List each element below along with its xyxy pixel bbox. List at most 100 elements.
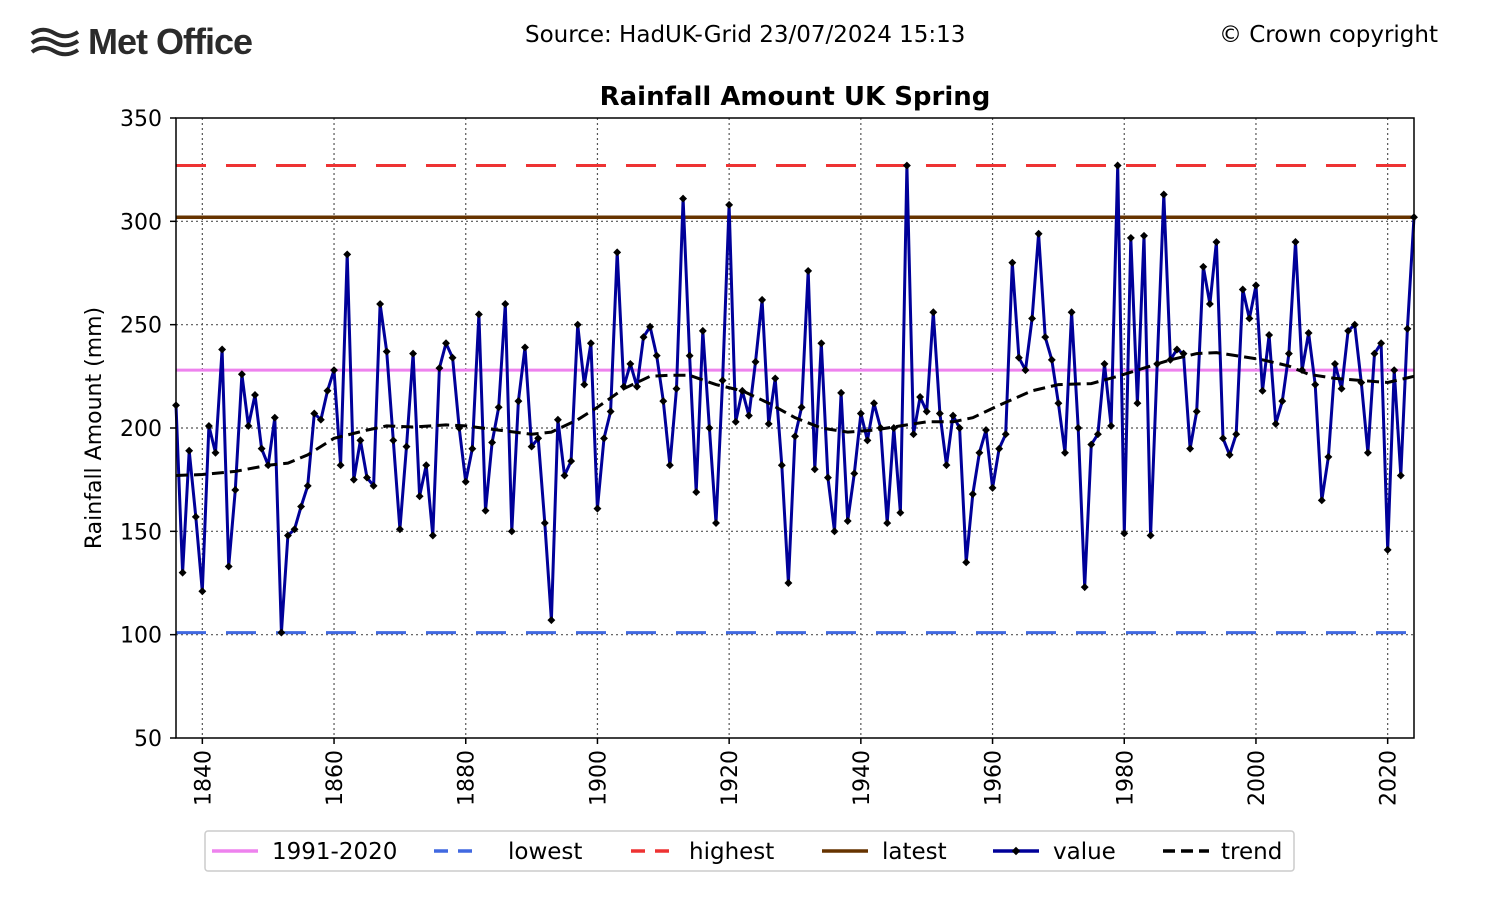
value-point-2012 <box>1331 359 1339 368</box>
value-point-1902 <box>606 407 615 416</box>
value-point-1860 <box>330 366 338 375</box>
value-point-1919 <box>718 376 727 385</box>
value-point-1983 <box>1140 231 1148 240</box>
series-layer <box>172 161 1418 637</box>
value-point-1938 <box>843 517 852 525</box>
y-tick-label: 250 <box>120 314 162 339</box>
value-point-1959 <box>982 426 990 435</box>
value-point-1855 <box>297 502 306 511</box>
value-point-1958 <box>975 448 984 457</box>
value-point-1845 <box>231 486 240 494</box>
legend-marker-value <box>1011 846 1021 856</box>
value-point-2002 <box>1265 331 1274 339</box>
axes: 50 100 150 200 250 300 350 1840 1860 1880 1900 1920… <box>120 107 1402 806</box>
value-point-1861 <box>336 461 345 470</box>
x-tick-label: 1920 <box>718 750 743 806</box>
reference-lines <box>176 164 1414 635</box>
value-point-2009 <box>1311 380 1320 389</box>
value-point-1899 <box>586 339 595 348</box>
value-point-2005 <box>1284 349 1293 358</box>
value-point-1878 <box>448 353 457 362</box>
value-point-1849 <box>257 444 266 453</box>
value-point-1843 <box>218 345 227 354</box>
value-point-1872 <box>409 349 418 358</box>
value-point-1944 <box>883 519 892 528</box>
value-point-1967 <box>1034 229 1043 238</box>
legend-label-latest: latest <box>882 839 947 865</box>
value-point-1952 <box>935 409 944 418</box>
value-point-2003 <box>1271 419 1280 428</box>
value-point-1934 <box>817 339 826 348</box>
value-point-1900 <box>593 504 602 513</box>
legend-label-highest: highest <box>689 839 774 865</box>
value-point-1877 <box>442 339 450 348</box>
value-point-1987 <box>1166 355 1175 364</box>
value-point-1961 <box>995 444 1004 453</box>
value-point-1889 <box>521 343 529 352</box>
value-point-1996 <box>1225 450 1234 459</box>
trend-series-line <box>175 351 1415 477</box>
value-point-1949 <box>916 393 925 401</box>
value-point-1960 <box>988 483 997 492</box>
value-point-1945 <box>889 424 898 432</box>
value-point-1923 <box>744 411 753 420</box>
value-point-1957 <box>968 490 977 499</box>
value-point-1881 <box>468 444 477 453</box>
value-point-1862 <box>343 250 352 259</box>
legend-label-value: value <box>1053 839 1116 865</box>
value-point-1969 <box>1047 355 1056 364</box>
value-point-1842 <box>211 448 220 457</box>
value-point-1856 <box>303 481 312 490</box>
value-point-1997 <box>1232 430 1241 439</box>
value-point-1993 <box>1205 300 1214 308</box>
value-point-1844 <box>224 562 233 571</box>
value-point-1995 <box>1219 434 1227 443</box>
value-point-1865 <box>363 473 371 482</box>
value-point-1972 <box>1067 308 1076 317</box>
value-series-line <box>174 164 1416 635</box>
y-tick-label: 200 <box>120 417 162 442</box>
value-point-1840 <box>198 587 207 596</box>
value-point-1874 <box>422 461 431 470</box>
value-point-1894 <box>553 415 562 424</box>
value-point-1992 <box>1199 262 1208 271</box>
value-point-1950 <box>922 407 931 416</box>
value-point-1903 <box>613 248 622 257</box>
value-point-1956 <box>962 558 971 567</box>
value-point-1999 <box>1245 314 1254 323</box>
value-point-1851 <box>270 413 279 422</box>
value-point-1869 <box>389 436 398 445</box>
value-point-2004 <box>1278 397 1287 406</box>
value-point-1971 <box>1061 448 1069 457</box>
value-point-1975 <box>1087 440 1096 449</box>
value-point-1915 <box>692 488 701 497</box>
value-point-1916 <box>698 326 707 335</box>
value-point-2022 <box>1396 471 1405 480</box>
copyright-text: © Crown copyright <box>1218 22 1438 48</box>
value-point-2001 <box>1258 386 1267 395</box>
value-point-1921 <box>731 417 740 426</box>
met-office-logo: Met Office <box>30 20 253 64</box>
legend-box <box>204 830 1295 872</box>
value-point-2006 <box>1291 238 1300 246</box>
value-point-1896 <box>567 457 576 466</box>
value-point-1953 <box>942 461 951 470</box>
value-point-1910 <box>659 397 668 406</box>
x-tick-label: 1940 <box>850 750 875 806</box>
value-point-2000 <box>1252 281 1260 290</box>
value-point-1937 <box>837 388 846 397</box>
value-point-1935 <box>823 473 832 482</box>
value-point-1986 <box>1159 190 1168 199</box>
met-office-wave-icon <box>30 27 80 57</box>
value-point-1936 <box>830 527 839 536</box>
value-point-1906 <box>633 382 641 391</box>
value-point-1913 <box>679 194 688 203</box>
value-point-1928 <box>777 461 786 470</box>
x-tick-label: 1960 <box>982 750 1007 806</box>
value-point-2021 <box>1390 366 1399 375</box>
value-point-1839 <box>191 512 200 521</box>
value-point-1846 <box>237 370 246 379</box>
value-point-1888 <box>514 397 523 406</box>
value-point-1933 <box>810 465 819 474</box>
value-point-1931 <box>797 403 806 412</box>
